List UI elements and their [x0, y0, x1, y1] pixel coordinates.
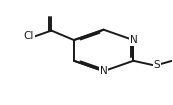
Text: S: S — [154, 60, 160, 70]
Text: N: N — [100, 66, 108, 76]
Text: Cl: Cl — [24, 31, 34, 41]
Text: N: N — [130, 35, 137, 45]
